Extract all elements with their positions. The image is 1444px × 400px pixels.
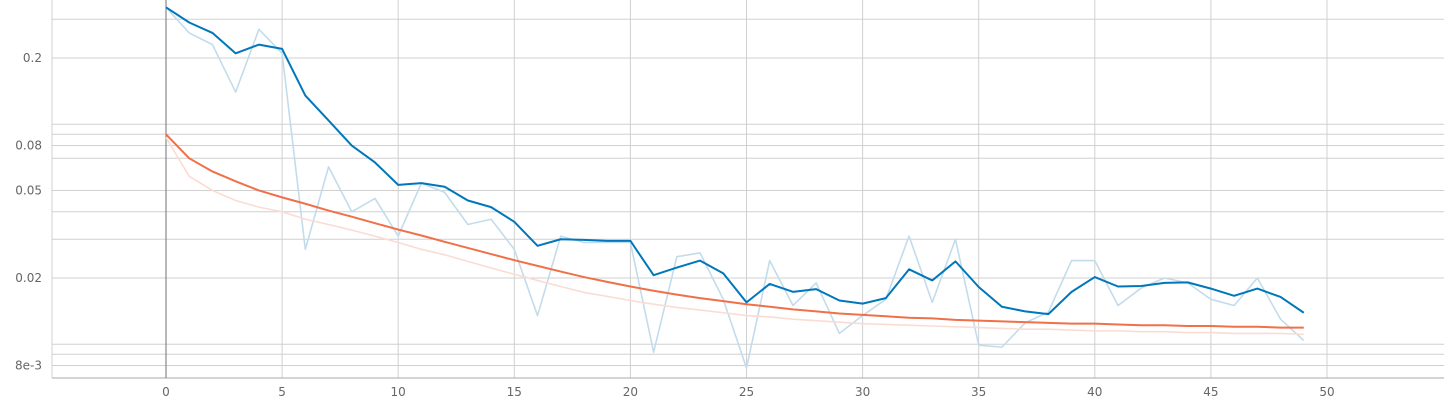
x-tick-label: 20 (623, 385, 638, 399)
x-tick-label: 0 (162, 385, 170, 399)
x-tick-label: 35 (971, 385, 986, 399)
axes (51, 0, 1444, 379)
x-tick-label: 30 (855, 385, 870, 399)
smoothed-series-layer (165, 6, 1305, 329)
tick-labels: 0 5 10 15 20 25 30 35 40 45 50 0.2 0.08 0.05 0.02 8e-3 (15, 51, 1335, 399)
x-tick-label: 50 (1319, 385, 1334, 399)
grid (52, 0, 1444, 378)
series-0-smoothed-line (165, 6, 1305, 316)
x-tick-label: 25 (739, 385, 754, 399)
raw-series-layer (165, 6, 1305, 369)
series-1-smoothed-line (165, 133, 1304, 329)
y-tick-label: 0.08 (15, 139, 42, 153)
x-tick-label: 5 (278, 385, 286, 399)
y-tick-label: 8e-3 (15, 359, 42, 373)
y-tick-label: 0.05 (15, 183, 42, 197)
x-tick-label: 10 (391, 385, 406, 399)
y-tick-label: 0.02 (15, 271, 42, 285)
x-tick-label: 45 (1203, 385, 1218, 399)
x-tick-label: 15 (507, 385, 522, 399)
series-0-raw-line (165, 6, 1305, 369)
x-tick-label: 40 (1087, 385, 1102, 399)
series-1-raw-line (165, 137, 1304, 336)
y-tick-label: 0.2 (23, 51, 42, 65)
